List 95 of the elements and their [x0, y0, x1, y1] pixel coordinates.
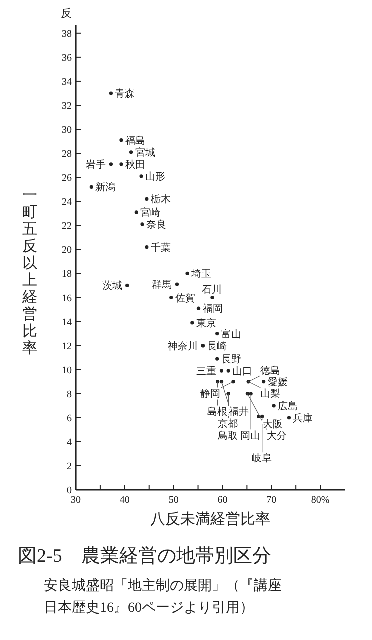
y-tick-label: 18 — [62, 269, 72, 280]
y-tick-label: 36 — [62, 52, 72, 64]
text: 一町五反以上経営比率 — [22, 188, 38, 357]
point — [109, 162, 114, 166]
annotation: 富山 — [221, 328, 242, 340]
annotation: 石川 — [202, 284, 222, 296]
point — [220, 369, 224, 373]
point — [190, 321, 194, 325]
annotation: 岡山 — [240, 430, 261, 442]
y-tick-label: 28 — [62, 149, 72, 160]
point — [134, 210, 138, 214]
annotation: 三重 — [196, 366, 217, 378]
annotation: 神奈川 — [168, 340, 198, 352]
y-tick-label: 0 — [67, 486, 72, 496]
point — [145, 245, 149, 250]
annotation: 新潟 — [96, 182, 116, 194]
point — [287, 416, 292, 420]
point — [109, 92, 114, 96]
annotation: 福岡 — [202, 303, 223, 316]
point — [140, 174, 144, 178]
x-tick-label: 40 — [120, 495, 130, 506]
annotation: 青森 — [115, 88, 136, 100]
point — [186, 272, 190, 276]
annotation: 愛媛 — [268, 376, 288, 388]
y-tick-label: 32 — [62, 101, 72, 112]
annotation: 宮城 — [135, 146, 156, 159]
point — [120, 138, 124, 142]
x-tick-label: 60 — [218, 495, 228, 506]
y-tick-label: 14 — [62, 317, 72, 328]
point — [170, 296, 174, 300]
annotation: 栃木 — [150, 194, 171, 206]
annotation: 福島 — [125, 134, 146, 147]
point — [216, 380, 220, 384]
point — [210, 296, 214, 300]
text: 図2-5 農業経営の地帯別区分 — [18, 546, 272, 567]
y-tick-label: 22 — [62, 221, 72, 232]
point — [175, 282, 180, 286]
point — [126, 284, 130, 288]
annotation: 長野 — [221, 354, 242, 366]
annotation: 福井 — [229, 406, 250, 418]
annotation: 山梨 — [260, 388, 281, 400]
annotation: 宮崎 — [140, 206, 161, 219]
annotation: 埼玉 — [190, 268, 212, 280]
point — [216, 357, 220, 361]
annotation: 広島 — [278, 400, 298, 412]
point — [120, 162, 124, 166]
annotation: 大阪 — [262, 418, 283, 431]
annotation: 秋田 — [125, 158, 146, 171]
annotation: 群馬 — [152, 279, 172, 292]
annotation: 山形 — [146, 170, 166, 183]
annotation: 東京 — [196, 317, 216, 330]
point — [140, 222, 144, 226]
point — [262, 380, 266, 384]
point — [196, 306, 201, 310]
x-tick-label: 70 — [266, 495, 277, 506]
x-tick-label: 80% — [311, 495, 330, 506]
annotation: 岐阜 — [252, 452, 272, 465]
y-tick-label: 2 — [67, 461, 72, 472]
y-tick-label: 4 — [67, 437, 72, 448]
annotation: 兵庫 — [293, 412, 314, 424]
y-tick-label: 26 — [62, 173, 72, 184]
annotation: 大分 — [267, 430, 288, 442]
y-tick-label: 16 — [62, 293, 72, 304]
point — [129, 150, 134, 154]
annotation: 奈良 — [146, 218, 167, 231]
annotation: 千葉 — [150, 242, 171, 254]
point — [246, 392, 250, 396]
x-tick-label: 50 — [168, 495, 179, 506]
y-tick-label: 10 — [62, 365, 72, 376]
annotation: 島根 — [207, 406, 228, 418]
point — [249, 392, 253, 396]
text: 安良城盛昭「地主制の展開」（『講座日本歴史16』60ページより引用） — [44, 578, 282, 616]
annotation: 長崎 — [207, 340, 228, 352]
y-tick-label: 6 — [67, 413, 72, 424]
point — [272, 404, 276, 408]
text: 反 — [61, 7, 72, 20]
annotation: 山口 — [232, 366, 253, 378]
annotation: 徳島 — [260, 364, 281, 377]
annotation: 茨城 — [102, 280, 122, 292]
annotation: 佐賀 — [175, 292, 196, 304]
y-tick-label: 34 — [62, 76, 72, 88]
y-tick-label: 12 — [62, 341, 72, 352]
point — [260, 414, 264, 419]
annotation: 鳥取 — [217, 430, 238, 442]
y-tick-label: 8 — [67, 389, 72, 400]
y-tick-label: 30 — [62, 125, 72, 136]
y-tick-label: 38 — [62, 28, 72, 40]
point — [226, 369, 230, 373]
x-axis-title: 八反未満経営比率 — [150, 511, 270, 528]
point — [145, 197, 149, 202]
annotation: 岩手 — [86, 158, 106, 171]
y-tick-label: 24 — [62, 197, 72, 208]
point — [90, 185, 94, 190]
point — [216, 332, 220, 336]
y-tick-label: 20 — [62, 245, 72, 256]
